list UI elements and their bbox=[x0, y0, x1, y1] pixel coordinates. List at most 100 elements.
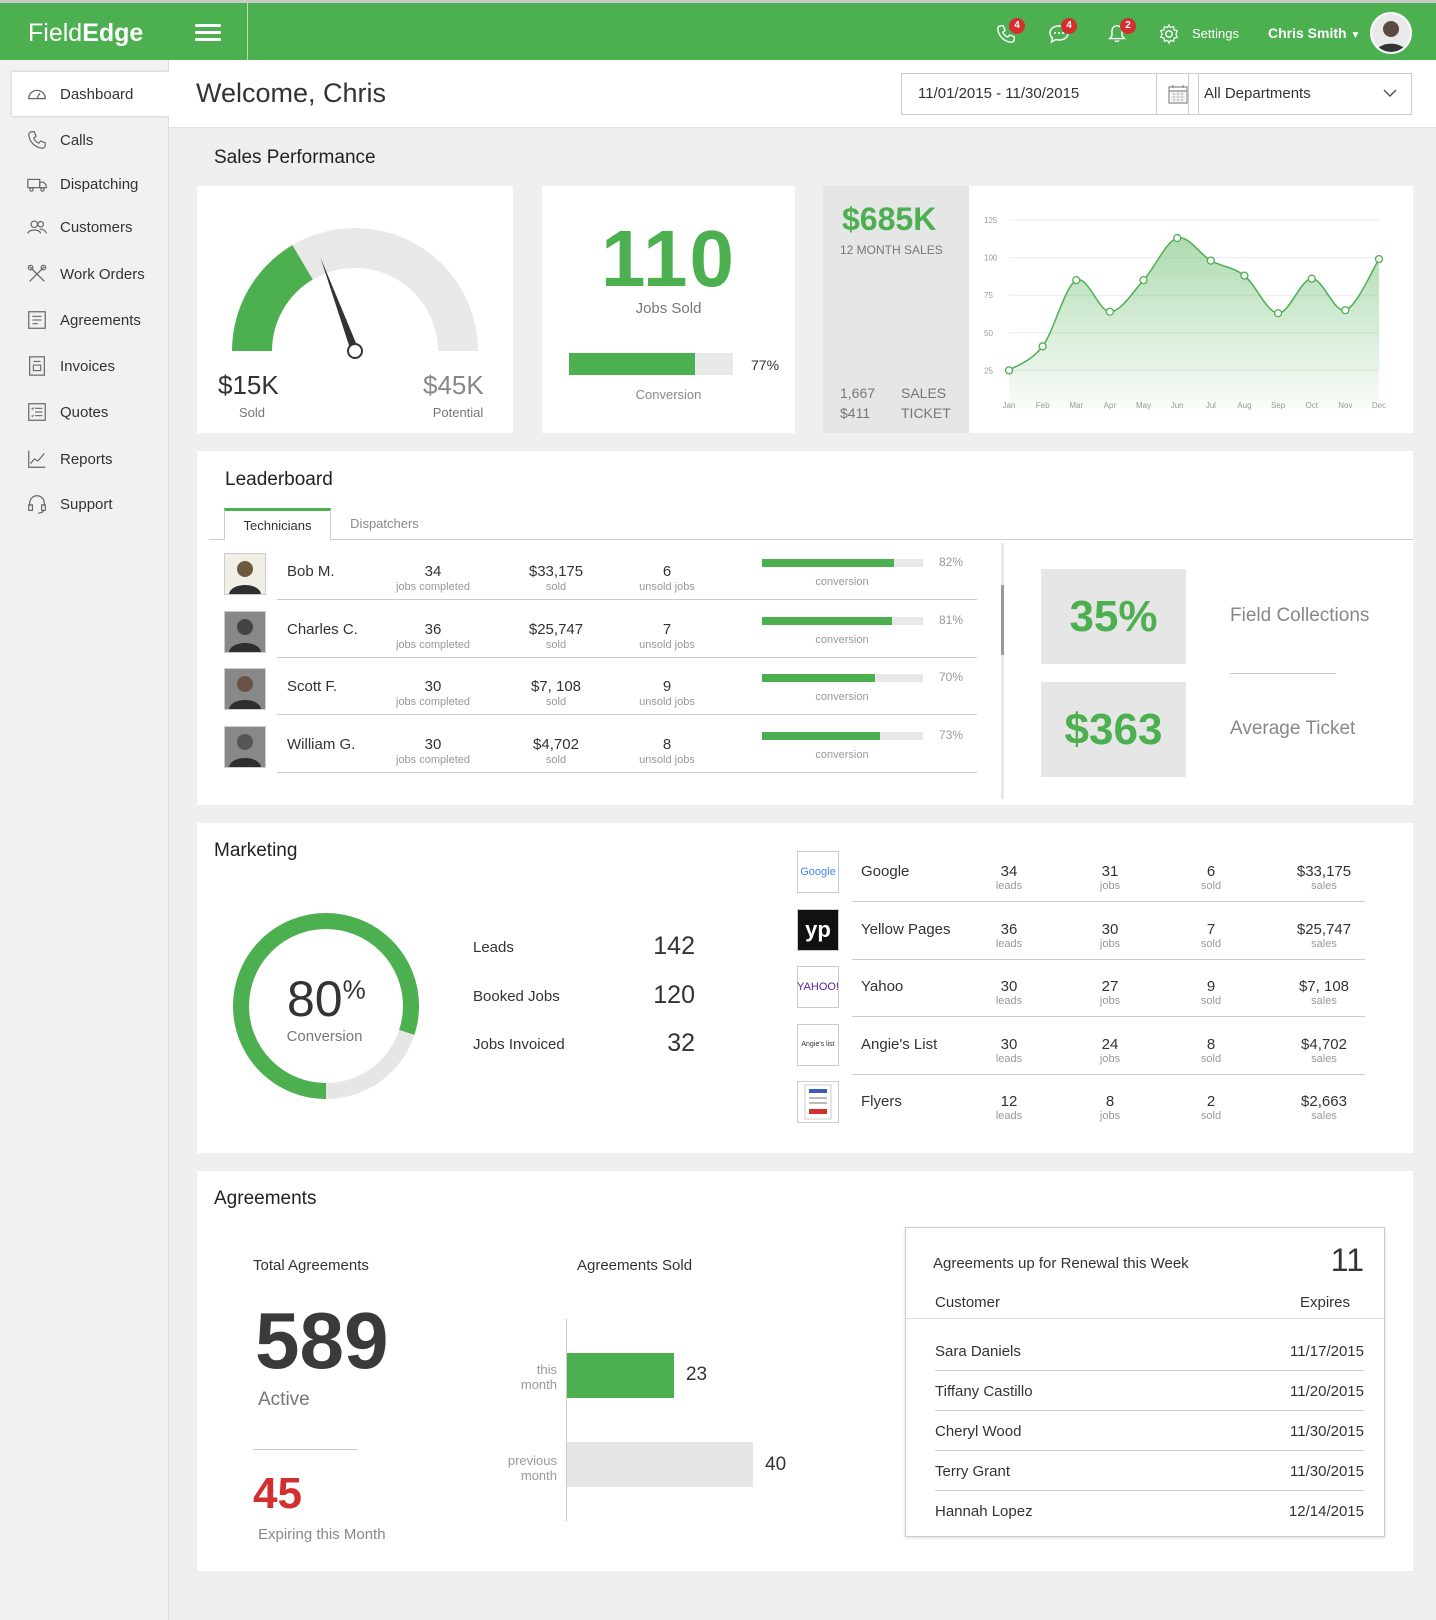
source-sales-value: $25,747 bbox=[1296, 920, 1352, 938]
technician-avatar[interactable] bbox=[224, 610, 266, 653]
phone-icon bbox=[997, 25, 1015, 43]
sidebar-item-work-orders[interactable]: Work Orders bbox=[12, 252, 169, 296]
date-range-field[interactable]: 11/01/2015 - 11/30/2015 bbox=[901, 73, 1157, 115]
sold-value: $15K bbox=[218, 370, 279, 400]
sold-label: sold bbox=[545, 581, 567, 593]
conversion-bar-fill bbox=[762, 616, 893, 625]
unsold-jobs-label: unsold jobs bbox=[639, 638, 695, 651]
jobs-completed-value: 30 bbox=[424, 678, 442, 695]
source-sold-label: sold bbox=[1200, 1110, 1222, 1122]
unsold-jobs-value: 7 bbox=[662, 620, 672, 638]
renewal-row[interactable]: Terry Grant 11/30/2015 bbox=[906, 1451, 1384, 1491]
technician-name: Bob M. bbox=[287, 563, 335, 580]
expires-column-header: Expires bbox=[1299, 1294, 1350, 1311]
data-point-jan bbox=[1004, 366, 1014, 375]
checklist-icon bbox=[28, 403, 46, 421]
user-avatar[interactable] bbox=[1370, 12, 1412, 54]
tab-dispatchers[interactable]: Dispatchers bbox=[350, 516, 419, 531]
potential-label: Potential bbox=[432, 405, 484, 420]
messages-notification-button[interactable]: 4 bbox=[1047, 18, 1077, 47]
renewal-row[interactable]: Hannah Lopez 12/14/2015 bbox=[906, 1491, 1384, 1531]
sidebar-item-invoices[interactable]: Invoices bbox=[12, 344, 169, 388]
source-logo[interactable]: yp bbox=[797, 908, 839, 951]
leaderboard-scrollbar[interactable] bbox=[1001, 585, 1004, 655]
technician-avatar[interactable] bbox=[224, 725, 266, 768]
unsold-jobs-value: 8 bbox=[662, 735, 672, 753]
y-tick-label: 125 bbox=[984, 216, 998, 225]
sidebar-item-agreements[interactable]: Agreements bbox=[12, 298, 169, 342]
conversion-label: Conversion bbox=[635, 387, 702, 402]
source-jobs-label: jobs bbox=[1099, 880, 1121, 892]
source-name: Flyers bbox=[861, 1093, 902, 1110]
source-sold-label: sold bbox=[1200, 995, 1222, 1007]
x-tick-label: Mar bbox=[1069, 401, 1083, 410]
people-icon bbox=[27, 220, 47, 234]
jobs-invoiced-value: 32 bbox=[667, 1029, 695, 1057]
settings-label[interactable]: Settings bbox=[1192, 26, 1239, 41]
conversion-percent: 81% bbox=[939, 612, 964, 627]
y-tick-label: 25 bbox=[984, 366, 993, 375]
renewal-customer: Tiffany Castillo bbox=[935, 1383, 1033, 1400]
field-collections-value: 35% bbox=[1041, 569, 1186, 664]
conversion-bar bbox=[762, 674, 923, 682]
x-tick-label: Aug bbox=[1237, 401, 1251, 410]
unsold-jobs-value: 9 bbox=[662, 678, 672, 695]
tab-technicians[interactable]: Technicians bbox=[224, 508, 331, 541]
total-agreements-label: Total Agreements bbox=[253, 1257, 369, 1274]
sidebar-item-reports[interactable]: Reports bbox=[12, 437, 169, 481]
sold-value: $7, 108 bbox=[530, 678, 582, 695]
renewal-row[interactable]: Tiffany Castillo 11/20/2015 bbox=[906, 1371, 1384, 1411]
row-divider bbox=[277, 599, 977, 600]
potential-value: $45K bbox=[423, 370, 484, 400]
source-logo[interactable]: YAHOO! bbox=[797, 966, 839, 1008]
page-header: Welcome, Chris 11/01/2015 - 11/30/2015 A… bbox=[169, 60, 1436, 128]
data-point-dec bbox=[1374, 254, 1384, 264]
menu-toggle-icon[interactable] bbox=[195, 24, 221, 42]
data-point-may bbox=[1139, 276, 1148, 285]
conversion-percent: 70% bbox=[939, 670, 964, 684]
sidebar-item-support[interactable]: Support bbox=[12, 482, 169, 526]
x-tick-label: May bbox=[1136, 401, 1151, 410]
previous-month-value: 40 bbox=[765, 1454, 787, 1475]
dashboard-icon bbox=[28, 89, 46, 100]
sidebar-item-calls[interactable]: Calls bbox=[12, 118, 169, 162]
sidebar-item-dispatching[interactable]: Dispatching bbox=[12, 162, 169, 206]
gear-icon bbox=[1159, 23, 1179, 45]
technician-avatar[interactable] bbox=[224, 553, 266, 595]
renewal-customer: Sara Daniels bbox=[935, 1343, 1021, 1360]
department-select[interactable]: All Departments bbox=[1188, 73, 1412, 115]
average-ticket-value: $363 bbox=[1041, 682, 1186, 777]
marketing-card: Marketing 80% Conversion Leads 142 Booke… bbox=[197, 823, 1413, 1153]
alerts-notification-button[interactable]: 2 bbox=[1106, 18, 1136, 47]
field-collections-label: Field Collections bbox=[1230, 605, 1370, 626]
sales-count-label: SALES bbox=[901, 385, 947, 401]
source-sales-label: sales bbox=[1311, 995, 1337, 1007]
tools-icon bbox=[27, 264, 47, 282]
previous-month-bar bbox=[567, 1442, 753, 1487]
sidebar-item-customers[interactable]: Customers bbox=[12, 205, 169, 249]
renewal-row[interactable]: Sara Daniels 11/17/2015 bbox=[906, 1331, 1384, 1371]
settings-button[interactable] bbox=[1158, 23, 1182, 47]
agreements-sold-label: Agreements Sold bbox=[577, 1257, 693, 1274]
gauge-needle bbox=[320, 257, 359, 353]
fieldedge-logo[interactable]: FieldEdge bbox=[28, 19, 144, 47]
expiring-value: 45 bbox=[253, 1469, 302, 1518]
calendar-button[interactable] bbox=[1157, 73, 1199, 115]
welcome-title: Welcome, Chris bbox=[196, 78, 387, 108]
source-logo[interactable]: Angie's list bbox=[797, 1023, 839, 1066]
renewal-row[interactable]: Cheryl Wood 11/30/2015 bbox=[906, 1411, 1384, 1451]
sidebar-item-label: Calls bbox=[60, 131, 94, 149]
sold-gauge bbox=[232, 228, 478, 359]
source-logo[interactable]: Google bbox=[797, 851, 839, 893]
headset-icon bbox=[28, 495, 46, 514]
renewal-expires: 11/17/2015 bbox=[1290, 1343, 1364, 1360]
source-logo[interactable] bbox=[797, 1081, 839, 1123]
sidebar-item-dashboard[interactable]: Dashboard bbox=[12, 72, 169, 116]
user-menu[interactable]: Chris Smith ▼ bbox=[1268, 25, 1361, 41]
agreements-divider bbox=[253, 1449, 358, 1450]
calls-notification-button[interactable]: 4 bbox=[995, 18, 1025, 47]
row-divider bbox=[277, 656, 977, 658]
renewal-expires: 11/30/2015 bbox=[1290, 1463, 1364, 1480]
sidebar-item-quotes[interactable]: Quotes bbox=[12, 390, 169, 434]
technician-avatar[interactable] bbox=[224, 668, 266, 710]
